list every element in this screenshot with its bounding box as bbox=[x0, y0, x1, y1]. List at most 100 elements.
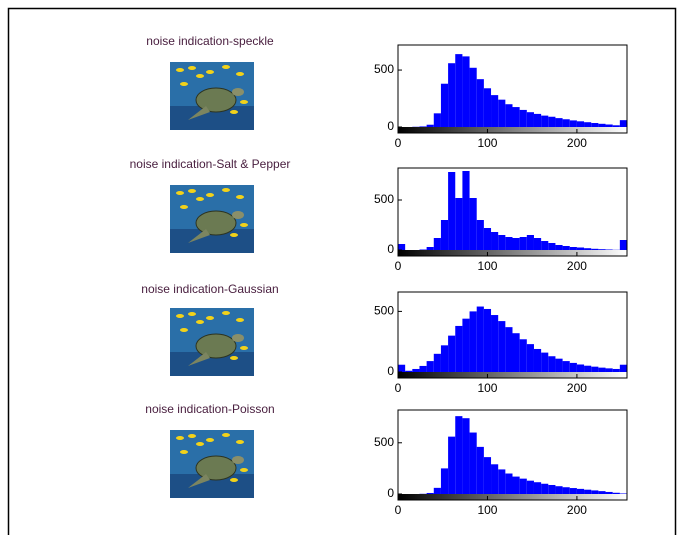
x-tick-label: 200 bbox=[567, 136, 587, 150]
x-tick-label: 0 bbox=[395, 259, 402, 273]
bar bbox=[591, 123, 599, 127]
bar bbox=[605, 491, 613, 494]
noisy-image bbox=[170, 185, 254, 253]
bar bbox=[576, 247, 585, 250]
bar bbox=[533, 348, 542, 372]
bar bbox=[462, 171, 470, 250]
fish bbox=[176, 314, 184, 318]
turtle-head bbox=[232, 456, 244, 464]
fish bbox=[240, 100, 248, 104]
bar bbox=[555, 118, 563, 127]
bar bbox=[476, 220, 484, 250]
fish bbox=[196, 442, 204, 446]
bar bbox=[498, 321, 506, 372]
fish bbox=[240, 468, 248, 472]
bar bbox=[462, 418, 470, 494]
bar bbox=[455, 416, 463, 494]
bar bbox=[555, 245, 563, 250]
bar bbox=[455, 198, 463, 250]
bar bbox=[440, 83, 449, 127]
bar bbox=[505, 473, 513, 494]
bar bbox=[562, 119, 570, 127]
bar bbox=[505, 327, 513, 372]
turtle-shell bbox=[195, 333, 237, 359]
bar bbox=[448, 335, 456, 372]
bar bbox=[598, 491, 606, 494]
bar bbox=[569, 488, 577, 494]
bar bbox=[433, 238, 441, 250]
bar bbox=[519, 109, 527, 127]
fish bbox=[236, 318, 244, 322]
image-caption: noise indication-Salt & Pepper bbox=[130, 157, 291, 171]
bar bbox=[398, 244, 406, 250]
bar bbox=[519, 478, 527, 494]
bar bbox=[619, 240, 627, 250]
bar bbox=[619, 493, 627, 494]
bar bbox=[483, 308, 492, 372]
gray-colorbar bbox=[398, 372, 627, 378]
bar bbox=[519, 237, 527, 250]
bar bbox=[598, 123, 606, 127]
bar bbox=[440, 220, 449, 250]
x-tick-label: 0 bbox=[395, 136, 402, 150]
fish bbox=[196, 197, 204, 201]
turtle-flipper bbox=[188, 474, 210, 488]
fish bbox=[176, 191, 184, 195]
bar bbox=[541, 115, 549, 127]
fish bbox=[222, 65, 230, 69]
bar bbox=[491, 315, 499, 372]
bar bbox=[526, 344, 534, 372]
bar bbox=[455, 54, 463, 127]
y-tick-label: 0 bbox=[387, 364, 394, 378]
bar bbox=[605, 368, 613, 372]
fish bbox=[230, 233, 238, 237]
bar bbox=[533, 238, 542, 250]
gray-colorbar bbox=[398, 127, 627, 133]
bar bbox=[576, 121, 585, 127]
frame bbox=[7, 7, 677, 535]
bar bbox=[455, 325, 463, 372]
y-tick-label: 500 bbox=[374, 192, 394, 206]
turtle-head bbox=[232, 211, 244, 219]
fish bbox=[176, 68, 184, 72]
fish bbox=[188, 66, 196, 70]
bar bbox=[541, 241, 549, 250]
bar bbox=[433, 113, 441, 127]
bar bbox=[469, 311, 477, 372]
fish bbox=[222, 433, 230, 437]
bar bbox=[469, 432, 477, 494]
bar bbox=[548, 356, 556, 372]
bar bbox=[469, 198, 477, 250]
bar bbox=[462, 56, 470, 128]
noisy-image bbox=[170, 62, 254, 130]
turtle-flipper bbox=[188, 229, 210, 243]
fish bbox=[188, 312, 196, 316]
bar bbox=[548, 484, 556, 494]
bar bbox=[405, 370, 413, 372]
bar bbox=[426, 361, 434, 372]
bar bbox=[448, 436, 456, 494]
fish bbox=[236, 195, 244, 199]
x-tick-label: 200 bbox=[567, 259, 587, 273]
fish bbox=[196, 320, 204, 324]
fish bbox=[196, 74, 204, 78]
bar bbox=[548, 116, 556, 127]
bar bbox=[491, 95, 499, 127]
y-tick-label: 500 bbox=[374, 304, 394, 318]
bar bbox=[491, 232, 499, 250]
fish bbox=[176, 436, 184, 440]
x-tick-label: 200 bbox=[567, 503, 587, 517]
axes-box bbox=[397, 44, 628, 134]
bar bbox=[433, 353, 441, 372]
x-tick-label: 0 bbox=[395, 381, 402, 395]
bar bbox=[419, 249, 427, 250]
fish bbox=[236, 72, 244, 76]
bar bbox=[512, 476, 520, 494]
fish bbox=[180, 82, 188, 86]
bar bbox=[426, 492, 434, 494]
bar bbox=[426, 124, 434, 127]
bar bbox=[612, 492, 620, 494]
bar bbox=[612, 368, 620, 372]
axes-box bbox=[397, 167, 628, 257]
